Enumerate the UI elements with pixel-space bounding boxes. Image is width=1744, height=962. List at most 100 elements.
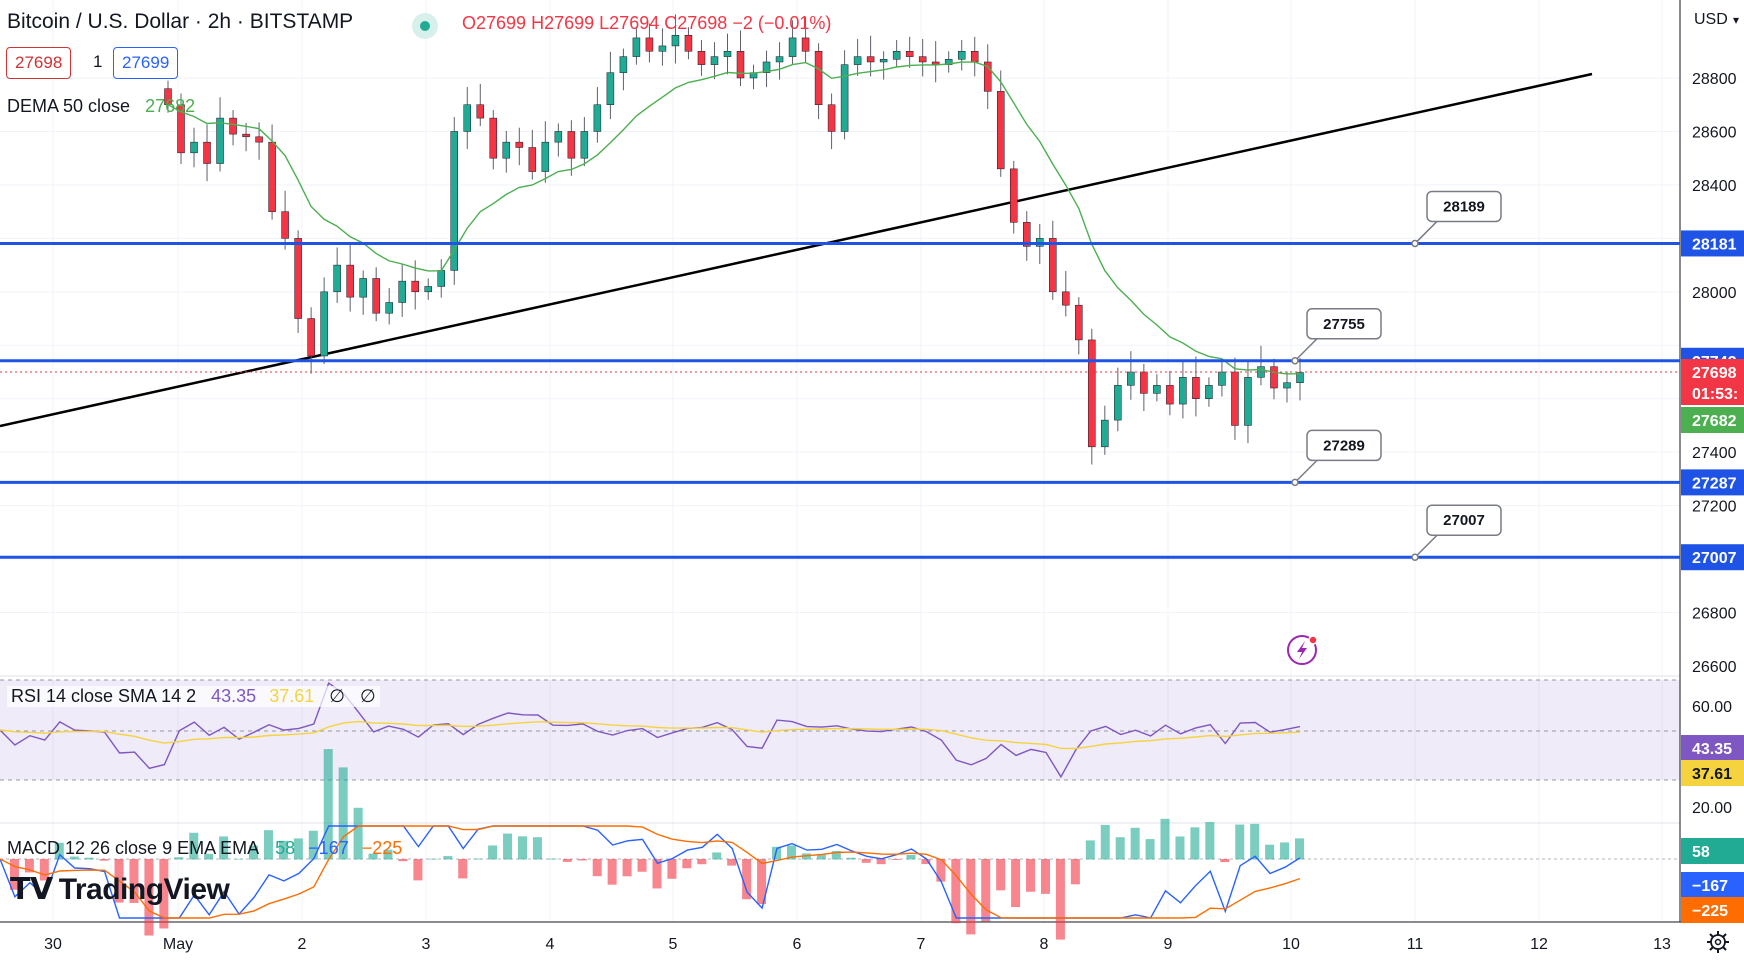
candle-body bbox=[905, 51, 914, 57]
candle-body bbox=[1023, 222, 1031, 247]
candle-body bbox=[879, 59, 888, 63]
macd-bar bbox=[1280, 842, 1290, 860]
callout-box[interactable] bbox=[1426, 504, 1502, 536]
candle-body bbox=[1127, 371, 1135, 386]
market-status-icon[interactable] bbox=[412, 13, 438, 39]
callout-anchor[interactable] bbox=[1291, 357, 1299, 365]
candle-body bbox=[840, 64, 849, 132]
macd-bar bbox=[39, 859, 49, 881]
dema-badge-text: 27682 bbox=[1692, 413, 1737, 430]
callout-pointer bbox=[1294, 459, 1318, 483]
rsi-extra-2: ∅ bbox=[359, 686, 376, 706]
candle-body bbox=[866, 56, 875, 63]
price-tick: 28000 bbox=[1692, 285, 1737, 302]
horizontal-levels[interactable]: 28189 27755 27289 27007 bbox=[0, 190, 1680, 561]
candle-body bbox=[1231, 371, 1239, 426]
candle-body bbox=[398, 280, 406, 303]
price-tick: 28600 bbox=[1692, 124, 1737, 141]
macd-bar bbox=[144, 859, 154, 936]
candle-body bbox=[684, 34, 693, 52]
currency-label[interactable]: USD bbox=[1694, 11, 1728, 28]
price-tick: 27400 bbox=[1692, 445, 1737, 462]
quantity-value[interactable]: 1 bbox=[93, 52, 103, 71]
callout-anchor[interactable] bbox=[1411, 553, 1419, 561]
callout-pointer bbox=[1414, 220, 1438, 244]
macd-bar bbox=[1235, 824, 1245, 860]
gear-icon[interactable] bbox=[1707, 931, 1729, 953]
rsi-badge-text: 43.35 bbox=[1692, 741, 1732, 758]
candle-body bbox=[658, 45, 667, 52]
ohlc-change: −2 (−0.01%) bbox=[732, 13, 832, 33]
candle-body bbox=[437, 270, 445, 287]
macd-bar bbox=[99, 859, 109, 861]
candle-body bbox=[619, 56, 628, 73]
dema-legend[interactable]: DEMA 50 close 27682 bbox=[7, 96, 195, 117]
sell-button[interactable]: 27698 bbox=[6, 47, 72, 79]
time-tick: 7 bbox=[917, 936, 926, 953]
buy-button[interactable]: 27699 bbox=[113, 47, 179, 79]
price-axis[interactable]: 28800 28600 28400 28000 27400 27200 26800 26600 bbox=[1692, 71, 1737, 676]
macd-bar bbox=[428, 858, 438, 860]
candle-body bbox=[450, 131, 459, 271]
macd-bar bbox=[1205, 822, 1215, 860]
currency-chevron-icon[interactable]: ▾ bbox=[1733, 13, 1739, 27]
macd-bar bbox=[9, 859, 19, 890]
callout-box[interactable] bbox=[1306, 308, 1382, 340]
candle-body bbox=[788, 37, 797, 57]
candle-body bbox=[268, 141, 276, 212]
macd-histogram bbox=[0, 749, 1304, 940]
rsi-legend[interactable]: RSI 14 close SMA 14 2 43.35 37.61 ∅ ∅ bbox=[7, 686, 380, 707]
lightning-alert-icon[interactable] bbox=[1287, 635, 1318, 665]
callout-box[interactable] bbox=[1306, 429, 1382, 462]
symbol-title[interactable]: Bitcoin / U.S. Dollar · 2h · BITSTAMP bbox=[7, 10, 353, 34]
macd-bar bbox=[697, 859, 707, 865]
candle-body bbox=[502, 141, 511, 159]
macd-bar bbox=[1011, 859, 1021, 908]
rsi-line bbox=[0, 682, 1301, 779]
macd-bar bbox=[398, 859, 408, 862]
macd-legend[interactable]: MACD 12 26 close 9 EMA EMA 58 −167 −225 bbox=[7, 838, 402, 859]
candle-body bbox=[996, 91, 1005, 170]
callout-anchor[interactable] bbox=[1411, 239, 1419, 248]
symbol-title-text: Bitcoin / U.S. Dollar · 2h · BITSTAMP bbox=[7, 10, 354, 33]
macd-signal-line bbox=[0, 825, 1301, 919]
macd-bar bbox=[562, 859, 572, 862]
candle-body bbox=[1218, 371, 1226, 386]
dema-legend-value: 27682 bbox=[145, 96, 196, 116]
macd-bar bbox=[219, 836, 229, 860]
macd-bar bbox=[637, 859, 647, 872]
trend-line[interactable] bbox=[0, 72, 1593, 428]
candle-body bbox=[606, 72, 615, 105]
candle-body bbox=[424, 286, 432, 293]
callout-box[interactable] bbox=[1426, 190, 1502, 223]
macd-bar bbox=[84, 857, 94, 860]
callout-anchor[interactable] bbox=[1291, 478, 1299, 487]
candle-body bbox=[1062, 291, 1070, 306]
time-tick: 10 bbox=[1282, 936, 1300, 953]
candle-body bbox=[983, 61, 992, 92]
time-tick: 5 bbox=[669, 936, 678, 953]
price-tick: 26600 bbox=[1692, 659, 1737, 676]
candle-body bbox=[710, 56, 719, 65]
candle-body bbox=[385, 302, 393, 314]
macd-bar bbox=[1100, 824, 1110, 860]
candle-body bbox=[307, 318, 315, 357]
macd-bar bbox=[667, 859, 677, 879]
candle-body bbox=[918, 56, 927, 63]
time-tick: May bbox=[163, 936, 193, 953]
macd-bar bbox=[951, 859, 961, 924]
macd-legend-value: −167 bbox=[308, 838, 349, 858]
candle-body bbox=[320, 291, 328, 357]
macd-bar bbox=[906, 854, 916, 860]
tradingview-logo[interactable]: 𝗧𝗩 TradingView bbox=[10, 872, 230, 907]
last-price-badge-text: 27698 bbox=[1692, 365, 1737, 382]
macd-bar bbox=[1175, 836, 1185, 860]
dema-line bbox=[167, 61, 1301, 375]
rsi-badge bbox=[1681, 735, 1744, 761]
macd-legend-label: MACD 12 26 close 9 EMA EMA bbox=[7, 838, 259, 858]
time-tick: 11 bbox=[1407, 936, 1424, 953]
macd-bar bbox=[69, 856, 79, 860]
time-axis[interactable]: 30 May 2 3 4 5 6 7 8 9 10 11 12 13 bbox=[44, 936, 1671, 953]
candle-body bbox=[346, 264, 354, 298]
